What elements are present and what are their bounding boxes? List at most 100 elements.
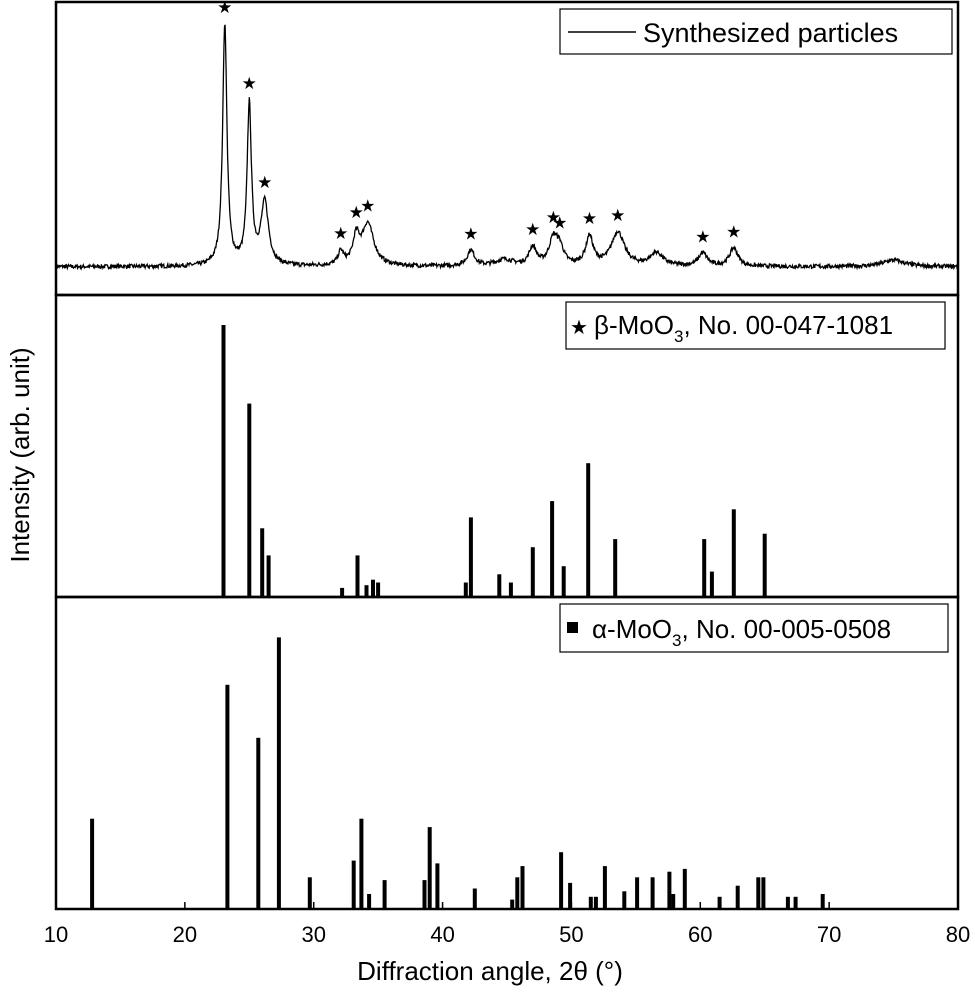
legend-beta: ★ β-MoO3, No. 00-047-1081 — [565, 301, 946, 350]
peak-star-marker: ★ — [242, 74, 257, 93]
reference-stick — [613, 539, 618, 596]
legend-box — [559, 603, 949, 653]
reference-stick — [497, 574, 502, 596]
y-axis-label: Intensity (arb. unit) — [5, 347, 35, 562]
reference-stick — [515, 877, 520, 908]
x-tick-label: 20 — [173, 922, 197, 947]
reference-stick — [382, 880, 387, 908]
reference-stick — [247, 403, 252, 596]
reference-stick — [622, 891, 627, 908]
x-tick-label: 60 — [688, 922, 712, 947]
reference-stick — [593, 896, 598, 908]
reference-stick — [340, 587, 345, 596]
peak-star-marker: ★ — [582, 209, 597, 228]
legend-alpha-name: α-MoO — [592, 614, 672, 644]
x-tick-label: 70 — [817, 922, 841, 947]
peak-star-marker: ★ — [546, 208, 561, 227]
reference-stick — [530, 547, 535, 596]
reference-stick — [761, 877, 766, 908]
reference-stick — [90, 818, 95, 908]
reference-stick — [667, 871, 672, 908]
reference-stick — [351, 860, 356, 908]
x-axis-label: Diffraction angle, 2θ (°) — [357, 956, 623, 986]
beta-peak-star-markers: ★★★★★★★ ★★★ ★ ★★ ★ — [217, 0, 741, 246]
peak-star-marker: ★ — [525, 220, 540, 239]
reference-stick — [731, 509, 736, 596]
reference-stick — [359, 818, 364, 908]
reference-stick — [602, 866, 607, 908]
reference-stick — [276, 637, 281, 908]
reference-stick — [568, 882, 573, 908]
alpha-reference-sticks — [90, 637, 825, 908]
reference-stick — [510, 899, 515, 908]
reference-stick — [355, 555, 360, 596]
reference-stick — [559, 852, 564, 908]
reference-stick — [371, 579, 375, 596]
reference-stick — [367, 894, 372, 908]
x-tick-label: 10 — [44, 922, 68, 947]
reference-stick — [221, 325, 226, 596]
reference-stick — [225, 684, 230, 908]
x-tick-label: 50 — [559, 922, 583, 947]
peak-star-marker: ★ — [217, 0, 232, 17]
reference-stick — [682, 868, 687, 908]
reference-stick — [671, 894, 676, 908]
legend-synthesized: Synthesized particles — [559, 8, 953, 55]
reference-stick — [561, 566, 566, 596]
peak-star-marker: ★ — [552, 214, 567, 233]
reference-stick — [588, 896, 593, 908]
peak-star-marker: ★ — [610, 206, 625, 225]
reference-stick — [520, 866, 525, 908]
peak-star-marker: ★ — [333, 224, 348, 243]
legend-alpha-subscript: 3 — [672, 631, 681, 650]
synthesized-pattern-line — [55, 24, 959, 271]
peak-star-marker: ★ — [360, 197, 375, 216]
legend-beta-card: , No. 00-047-1081 — [683, 310, 893, 340]
square-icon — [567, 622, 578, 633]
peak-star-marker: ★ — [257, 173, 272, 192]
reference-stick — [364, 585, 369, 596]
peak-star-marker: ★ — [726, 223, 741, 242]
reference-stick — [427, 827, 432, 908]
panel-alpha-frame — [54, 595, 960, 911]
reference-stick — [820, 894, 825, 908]
legend-beta-name: β-MoO — [594, 310, 674, 340]
reference-stick — [793, 896, 798, 908]
reference-stick — [735, 885, 740, 908]
reference-stick — [709, 571, 714, 596]
legend-synthesized-label: Synthesized particles — [643, 18, 898, 48]
peak-star-marker: ★ — [463, 225, 478, 244]
reference-stick — [260, 528, 265, 597]
reference-stick — [463, 582, 468, 597]
x-tick-label: 40 — [430, 922, 454, 947]
reference-stick — [422, 880, 427, 908]
reference-stick — [376, 582, 381, 597]
peak-star-marker: ★ — [695, 227, 710, 246]
reference-stick — [635, 877, 640, 908]
legend-alpha-card: , No. 00-005-0508 — [682, 614, 892, 644]
peak-star-marker: ★ — [349, 203, 364, 222]
reference-stick — [762, 533, 767, 596]
x-tick-label: 30 — [301, 922, 325, 947]
reference-stick — [266, 555, 271, 596]
reference-stick — [756, 877, 761, 908]
legend-beta-label: β-MoO3, No. 00-047-1081 — [594, 310, 893, 346]
reference-stick — [307, 877, 312, 908]
legend-alpha-label: α-MoO3, No. 00-005-0508 — [592, 614, 891, 650]
legend-box — [565, 301, 946, 350]
beta-reference-sticks — [221, 325, 767, 597]
reference-stick — [435, 863, 440, 908]
x-tick-label: 80 — [946, 922, 970, 947]
reference-stick — [468, 517, 473, 596]
reference-stick — [717, 896, 722, 908]
reference-stick — [508, 582, 513, 597]
reference-stick — [586, 463, 591, 596]
legend-alpha: α-MoO3, No. 00-005-0508 — [559, 603, 949, 653]
reference-stick — [785, 896, 790, 908]
x-axis-ticks: 10 20 30 40 50 60 70 80 — [44, 902, 970, 947]
reference-stick — [256, 737, 261, 908]
legend-beta-subscript: 3 — [674, 327, 683, 346]
reference-stick — [472, 888, 477, 908]
reference-stick — [550, 501, 555, 596]
